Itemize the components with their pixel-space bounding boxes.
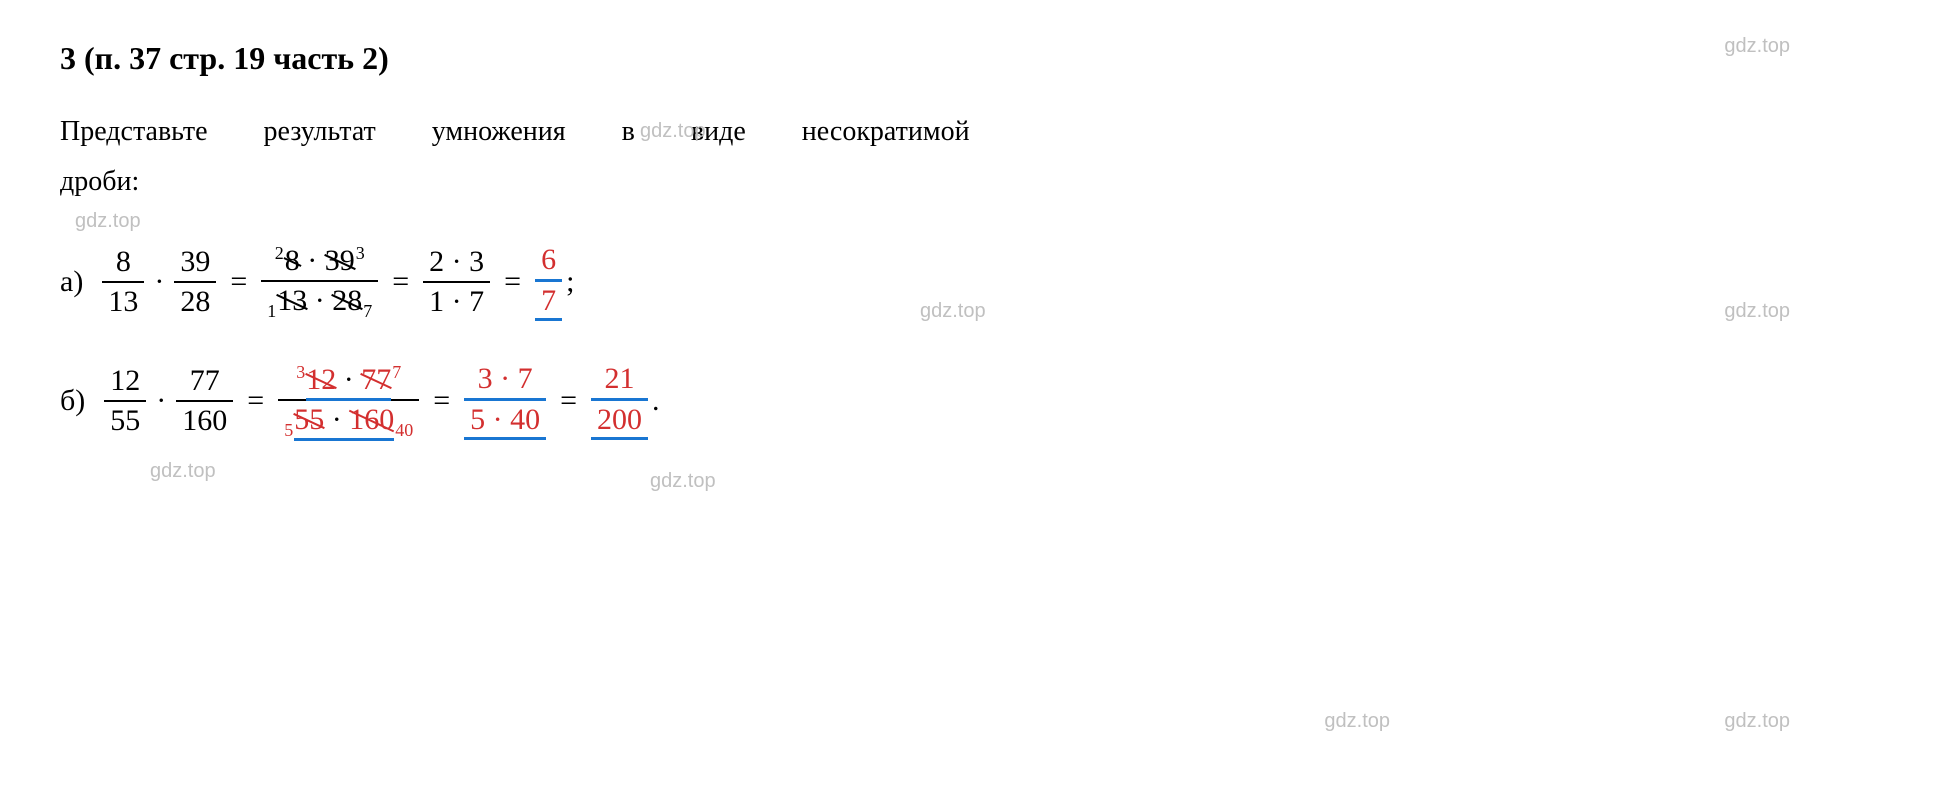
reduce-factor: 7 [392,362,401,382]
strikethrough: 77 [361,363,391,397]
strikethrough: 39 [325,244,355,278]
reduce-factor: 3 [296,362,305,382]
problem-statement: Представьте результат умножения в виде н… [60,107,1880,208]
equation-a: а) 8 13 · 39 28 = 28 · 393 113 · 287 = 2… [60,243,1880,322]
punct: ; [566,265,574,299]
equals: = [247,384,264,418]
watermark: gdz.top [75,210,141,233]
numerator: 6 [535,243,562,282]
denominator: 200 [591,401,648,440]
fraction-reduction: 28 · 393 113 · 287 [261,243,378,322]
numerator: 21 [591,362,648,401]
denominator: 555 · 16040 [278,401,419,441]
denominator: 13 [102,283,144,319]
denominator: 1 · 7 [423,283,490,319]
reduce-factor: 1 [267,301,276,321]
multiply: · [154,265,164,299]
word: несократимой [802,116,970,147]
numerator: 3 · 7 [464,362,546,401]
strikethrough: 55 [294,403,324,437]
numerator: 2 · 3 [423,245,490,283]
numerator: 77 [176,364,233,402]
fraction: 3 · 7 5 · 40 [464,362,546,440]
word: в [622,116,635,147]
reduce-factor: 2 [275,243,284,263]
denominator: 5 · 40 [464,401,546,440]
strikethrough: 160 [349,403,394,437]
part-label-a: а) [60,265,83,299]
denominator: 160 [176,402,233,438]
equals: = [433,384,450,418]
denominator: 55 [104,402,146,438]
equals: = [560,384,577,418]
punct: . [652,384,660,418]
numerator: 8 [102,245,144,283]
word: Представьте [60,116,208,147]
watermark: gdz.top [1324,710,1390,733]
watermark: gdz.top [650,470,716,493]
reduce-factor: 7 [363,301,372,321]
equals: = [392,265,409,299]
reduce-factor: 3 [356,243,365,263]
fraction: 12 55 [104,364,146,438]
numerator: 12 [104,364,146,402]
word: дроби: [60,166,139,197]
fraction: 2 · 3 1 · 7 [423,245,490,319]
reduce-factor: 40 [395,420,413,440]
equation-b: б) 12 55 · 77 160 = 312 · 777 555 · 1604… [60,362,1880,441]
word: виде [691,116,746,147]
strikethrough: 28 [332,284,362,318]
numerator: 312 · 777 [278,362,419,401]
multiply: · [156,384,166,418]
fraction: 39 28 [174,245,216,319]
strikethrough: 12 [306,363,336,397]
numerator: 39 [174,245,216,283]
fraction-reduction: 312 · 777 555 · 16040 [278,362,419,441]
word: умножения [432,116,566,147]
watermark: gdz.top [1724,710,1790,733]
watermark: gdz.top [150,460,216,483]
numerator: 28 · 393 [261,243,378,282]
reduce-factor: 5 [284,420,293,440]
strikethrough: 8 [285,244,300,278]
part-label-b: б) [60,384,85,418]
strikethrough: 13 [277,284,307,318]
equals: = [230,265,247,299]
denominator: 7 [535,282,562,321]
fraction: 77 160 [176,364,233,438]
denominator: 28 [174,283,216,319]
equals: = [504,265,521,299]
word: результат [264,116,376,147]
result-fraction: 21 200 [591,362,648,440]
denominator: 113 · 287 [261,282,378,322]
fraction: 8 13 [102,245,144,319]
problem-heading: 3 (п. 37 стр. 19 часть 2) [60,40,1880,77]
result-fraction: 6 7 [535,243,562,321]
